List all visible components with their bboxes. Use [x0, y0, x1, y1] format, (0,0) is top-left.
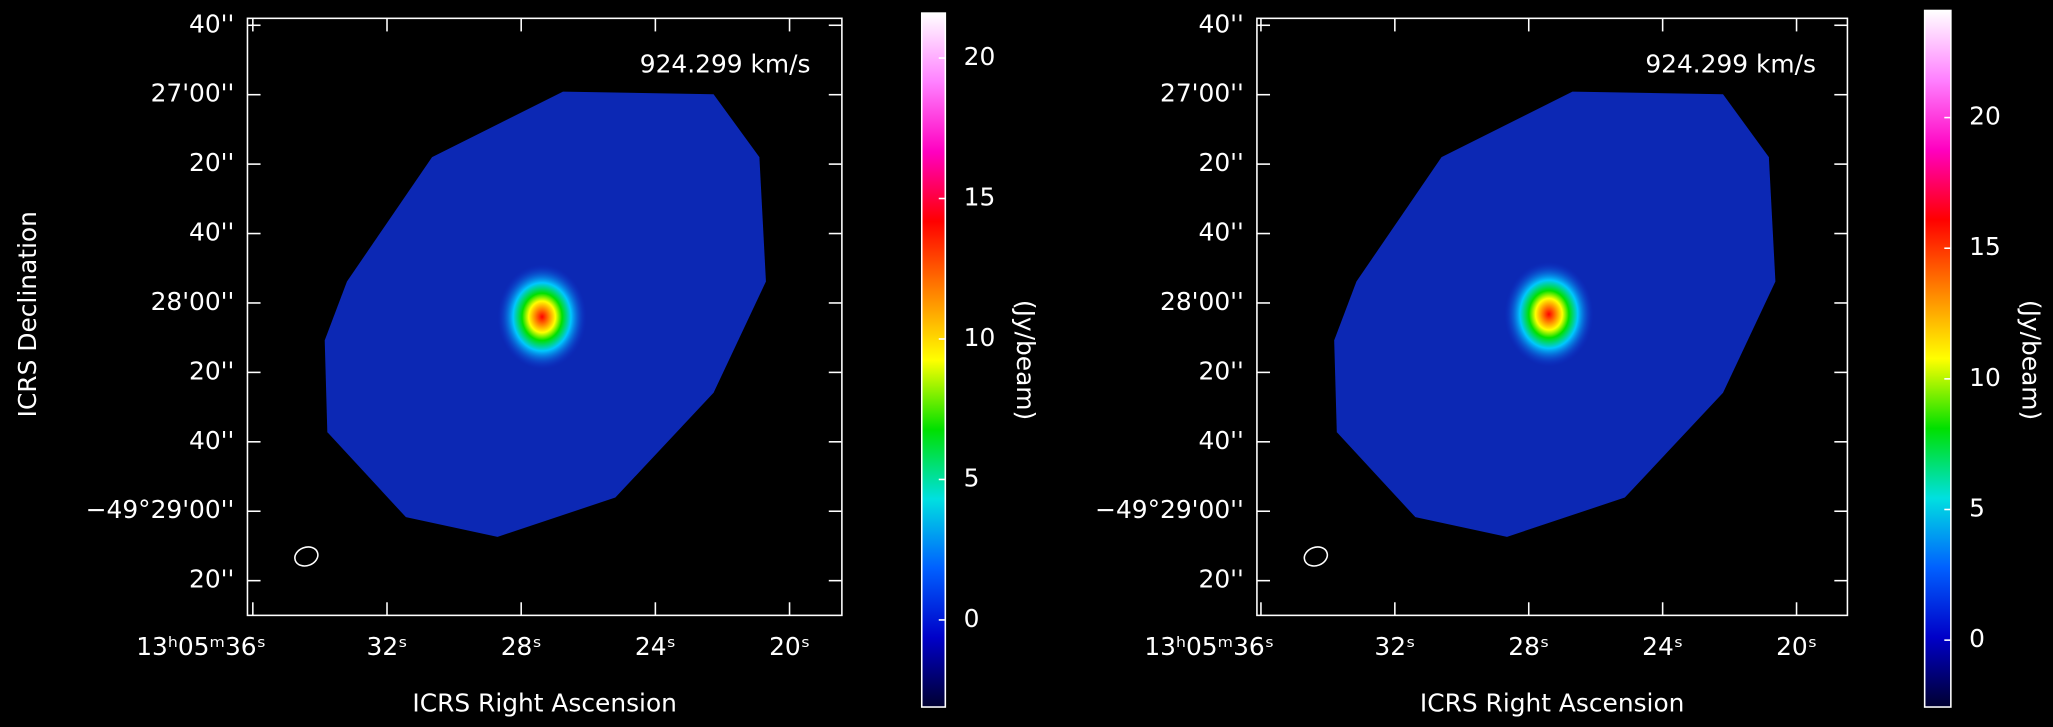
colorbar-tick-label: 5	[964, 463, 980, 492]
x-tick-label: 24ˢ	[635, 632, 676, 661]
colorbar-tick-label: 0	[1969, 624, 1985, 653]
y-tick-label: 20''	[1199, 148, 1244, 177]
y-tick-label: 40''	[189, 426, 234, 455]
x-tick-label: 20ˢ	[769, 632, 810, 661]
x-tick-label: 28ˢ	[501, 632, 542, 661]
y-tick-label: −49°29'00''	[86, 495, 235, 524]
y-tick-label: 40''	[1199, 218, 1244, 247]
x-axis-label: ICRS Right Ascension	[412, 688, 677, 717]
colorbar-tick-label: 10	[964, 323, 996, 352]
panel: 13ʰ05ᵐ36ˢ 32ˢ 28ˢ 24ˢ 20ˢ 40'' 27'00'' 20'' 40''…	[13, 9, 1040, 717]
y-tick-label: 20''	[189, 148, 234, 177]
y-tick-label: 27'00''	[1160, 79, 1244, 108]
colorbar-tick-label: 20	[964, 42, 996, 71]
y-tick-label: 20''	[1199, 356, 1244, 385]
y-axis-label: ICRS Declination	[13, 211, 42, 417]
colorbar-tick-label: 15	[1969, 232, 2001, 261]
y-tick-label: 40''	[1199, 426, 1244, 455]
beam	[1303, 546, 1329, 567]
x-tick-label: 32ˢ	[367, 632, 408, 661]
scaled-layer: 13ʰ05ᵐ36ˢ 32ˢ 28ˢ 24ˢ 20ˢ 40'' 27'00'' 20'' 40''…	[13, 9, 2046, 717]
emission-peak	[497, 264, 587, 370]
y-tick-label: −49°29'00''	[1095, 495, 1244, 524]
annotation: 924.299 km/s	[1645, 49, 1816, 78]
colorbar-label: (Jy/beam)	[2016, 300, 2045, 420]
y-tick-label: 20''	[189, 356, 234, 385]
x-tick-label: 13ʰ05ᵐ36ˢ	[1144, 632, 1274, 661]
x-tick-label: 28ˢ	[1508, 632, 1549, 661]
y-tick-label: 28'00''	[151, 287, 235, 316]
x-tick-label: 32ˢ	[1374, 632, 1415, 661]
y-tick-label: 40''	[189, 9, 234, 38]
panel: 13ʰ05ᵐ36ˢ 32ˢ 28ˢ 24ˢ 20ˢ 40'' 27'00'' 20'' 40''…	[1095, 9, 2045, 717]
y-tick-label: 20''	[189, 565, 234, 594]
colorbar-label: (Jy/beam)	[1011, 300, 1040, 420]
colorbar-tick-label: 0	[964, 604, 980, 633]
plot-frame	[1256, 17, 1849, 617]
colorbar-tick-label: 5	[1969, 494, 1985, 523]
x-tick-label: 20ˢ	[1776, 632, 1817, 661]
colorbar	[920, 12, 947, 708]
y-tick-label: 40''	[1199, 9, 1244, 38]
x-axis-label: ICRS Right Ascension	[1420, 688, 1685, 717]
colorbar	[1923, 9, 1952, 708]
plot-frame	[246, 17, 843, 617]
x-tick-label: 13ʰ05ᵐ36ˢ	[136, 632, 266, 661]
emission-peak	[1504, 261, 1594, 367]
y-tick-label: 40''	[189, 218, 234, 247]
colorbar-tick-label: 10	[1969, 363, 2001, 392]
y-tick-label: 20''	[1199, 565, 1244, 594]
beam	[294, 546, 319, 567]
colorbar-tick-label: 15	[964, 183, 996, 212]
y-tick-label: 27'00''	[151, 79, 235, 108]
annotation: 924.299 km/s	[640, 49, 811, 78]
y-tick-label: 28'00''	[1160, 287, 1244, 316]
x-tick-label: 24ˢ	[1642, 632, 1683, 661]
colorbar-tick-label: 20	[1969, 102, 2001, 131]
